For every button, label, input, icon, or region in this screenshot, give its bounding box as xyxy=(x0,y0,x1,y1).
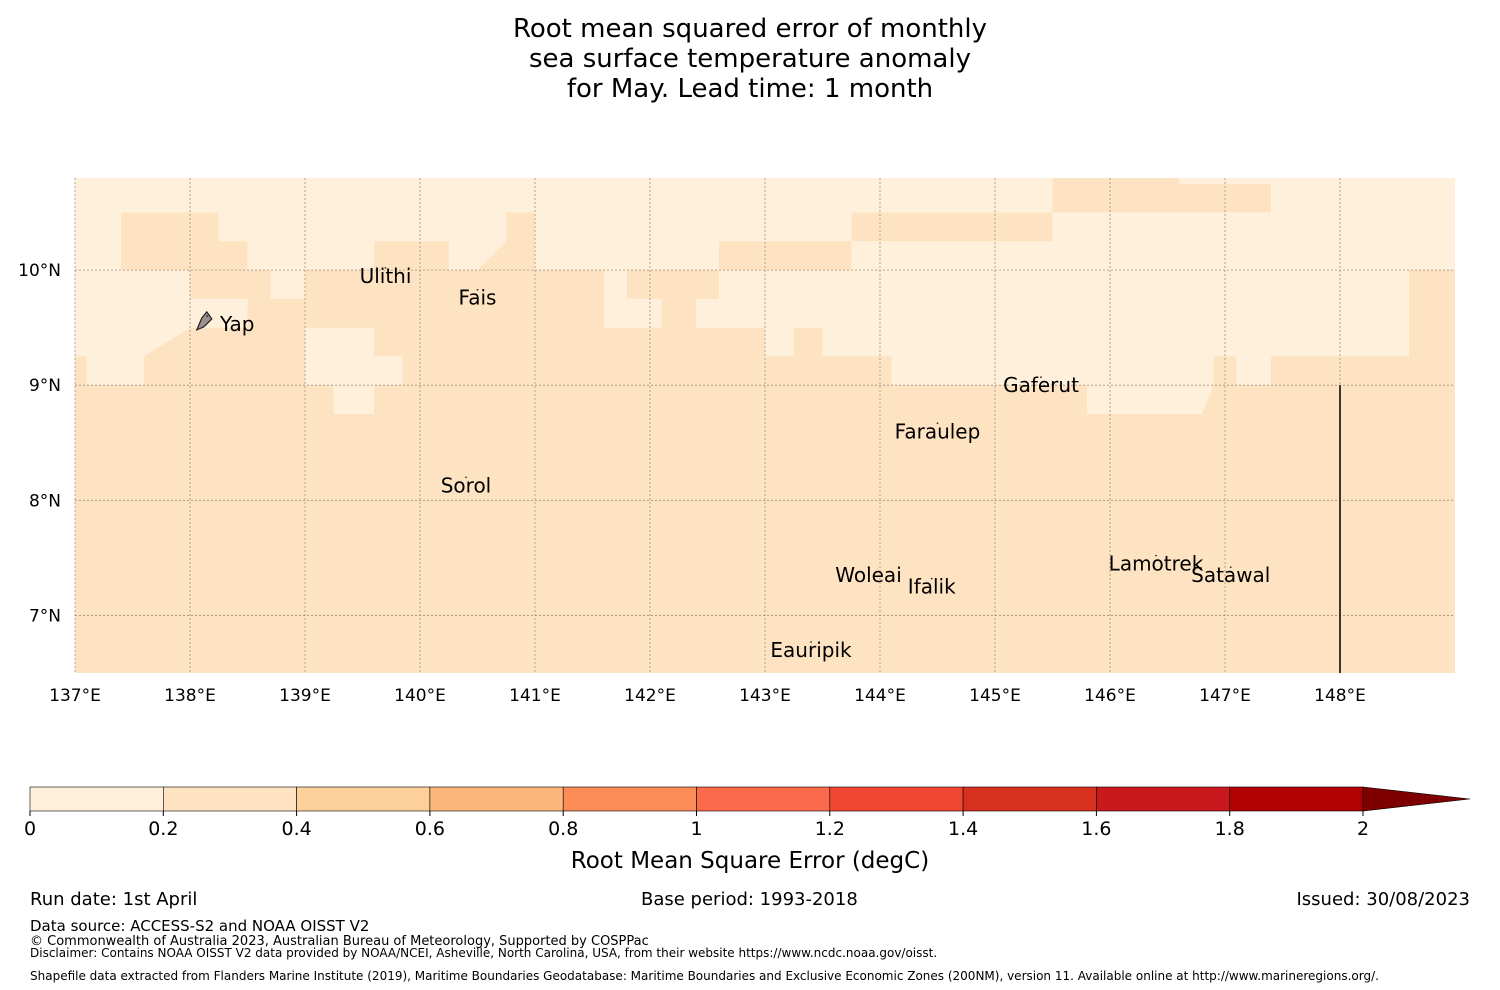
colorbar-bin xyxy=(29,786,164,812)
place-label-lamotrek: Lamotrek xyxy=(1109,552,1204,576)
colorbar-extend-arrow xyxy=(1362,786,1471,812)
colorbar-bin xyxy=(696,786,831,812)
island-marker xyxy=(930,577,933,580)
island-marker xyxy=(936,422,939,425)
lon-tick-label: 148°E xyxy=(1314,686,1366,706)
island-marker xyxy=(1229,566,1232,569)
colorbar-label: Root Mean Square Error (degC) xyxy=(571,848,929,874)
place-label-ulithi: Ulithi xyxy=(360,264,412,288)
lat-tick-label: 7°N xyxy=(29,606,61,626)
colorbar-tick-label: 1.6 xyxy=(1081,818,1111,840)
lon-tick-label: 142°E xyxy=(624,686,676,706)
colorbar-bin xyxy=(429,786,564,812)
copyright: © Commonwealth of Australia 2023, Austra… xyxy=(30,934,649,949)
lon-tick-label: 147°E xyxy=(1199,686,1251,706)
rmse-map: 137°E 138°E 139°E 140°E 141°E 142°E 143°E 144°E… xyxy=(18,178,1455,706)
colorbar-tick-label: 0.2 xyxy=(148,818,178,840)
lat-tick-label: 9°N xyxy=(29,376,61,396)
place-label-woleai: Woleai xyxy=(835,563,902,587)
place-label-ifalik: Ifalik xyxy=(908,575,956,599)
colorbar-tick-label: 0.6 xyxy=(415,818,445,840)
colorbar-tick-label: 1 xyxy=(690,818,702,840)
low-rmse-region-1 xyxy=(75,178,1455,271)
place-label-yap: Yap xyxy=(219,312,254,336)
map-title: Root mean squared error of monthly sea s… xyxy=(0,14,1500,104)
colorbar-tick-label: 1.2 xyxy=(815,818,845,840)
colorbar-tick-label: 1.4 xyxy=(948,818,978,840)
colorbar-bin xyxy=(296,786,431,812)
run-date: Run date: 1st April xyxy=(30,889,198,910)
lon-tick-label: 137°E xyxy=(49,686,101,706)
lon-tick-label: 143°E xyxy=(739,686,791,706)
lon-tick-label: 138°E xyxy=(164,686,216,706)
island-marker xyxy=(810,641,812,643)
place-label-faraulep: Faraulep xyxy=(895,419,981,443)
lon-tick-label: 146°E xyxy=(1084,686,1136,706)
colorbar-bin xyxy=(1229,786,1364,812)
low-rmse-region-2 xyxy=(75,270,248,386)
lon-tick-label: 145°E xyxy=(969,686,1021,706)
island-marker xyxy=(206,315,209,318)
lon-tick-label: 144°E xyxy=(854,686,906,706)
colorbar-tick-label: 0.4 xyxy=(281,818,311,840)
colorbar-bin xyxy=(163,786,297,812)
lat-tick-label: 10°N xyxy=(18,261,61,281)
colorbar-tick-label: 1.8 xyxy=(1215,818,1245,840)
place-label-fais: Fais xyxy=(459,286,497,310)
disclaimer: Disclaimer: Contains NOAA OISST V2 data … xyxy=(30,946,938,960)
island-marker xyxy=(1155,554,1157,557)
colorbar-bin xyxy=(962,786,1097,812)
place-label-gaferut: Gaferut xyxy=(1003,373,1079,397)
island-marker xyxy=(1040,376,1042,379)
lon-tick-label: 140°E xyxy=(394,686,446,706)
title-line-2: sea surface temperature anomaly xyxy=(529,44,971,74)
lon-tick-label: 141°E xyxy=(509,686,561,706)
low-rmse-region-3 xyxy=(270,270,305,299)
colorbar-tick-label: 0.8 xyxy=(548,818,578,840)
lat-tick-label: 8°N xyxy=(29,491,61,511)
island-marker xyxy=(384,266,387,269)
low-rmse-region-6 xyxy=(696,212,1455,414)
island-marker xyxy=(465,476,467,479)
colorbar-bin xyxy=(829,786,964,812)
island-marker xyxy=(867,566,870,569)
issued-date: Issued: 30/08/2023 xyxy=(1296,889,1470,910)
place-label-eauripik: Eauripik xyxy=(770,638,852,662)
island-marker xyxy=(476,288,479,291)
low-rmse-region-5 xyxy=(604,270,662,328)
colorbar-tick-label: 2 xyxy=(1357,818,1369,840)
place-label-satawal: Satawal xyxy=(1191,563,1270,587)
colorbar-bin xyxy=(1096,786,1231,812)
title-line-1: Root mean squared error of monthly xyxy=(512,14,988,44)
data-source: Data source: ACCESS-S2 and NOAA OISST V2 xyxy=(30,917,370,935)
place-label-sorol: Sorol xyxy=(441,473,492,497)
title-line-3: for May. Lead time: 1 month xyxy=(566,74,934,104)
lon-tick-label: 139°E xyxy=(279,686,331,706)
low-rmse-region-4 xyxy=(305,327,403,414)
colorbar: 0 0.2 0.4 0.6 0.8 1 1.2 1.4 1.6 1.8 2 Root Mean Squ… xyxy=(24,786,1471,874)
colorbar-bin xyxy=(562,786,697,812)
shapefile-credit: Shapefile data extracted from Flanders M… xyxy=(30,969,1379,983)
base-period: Base period: 1993-2018 xyxy=(641,889,858,910)
colorbar-tick-label: 0 xyxy=(24,818,36,840)
